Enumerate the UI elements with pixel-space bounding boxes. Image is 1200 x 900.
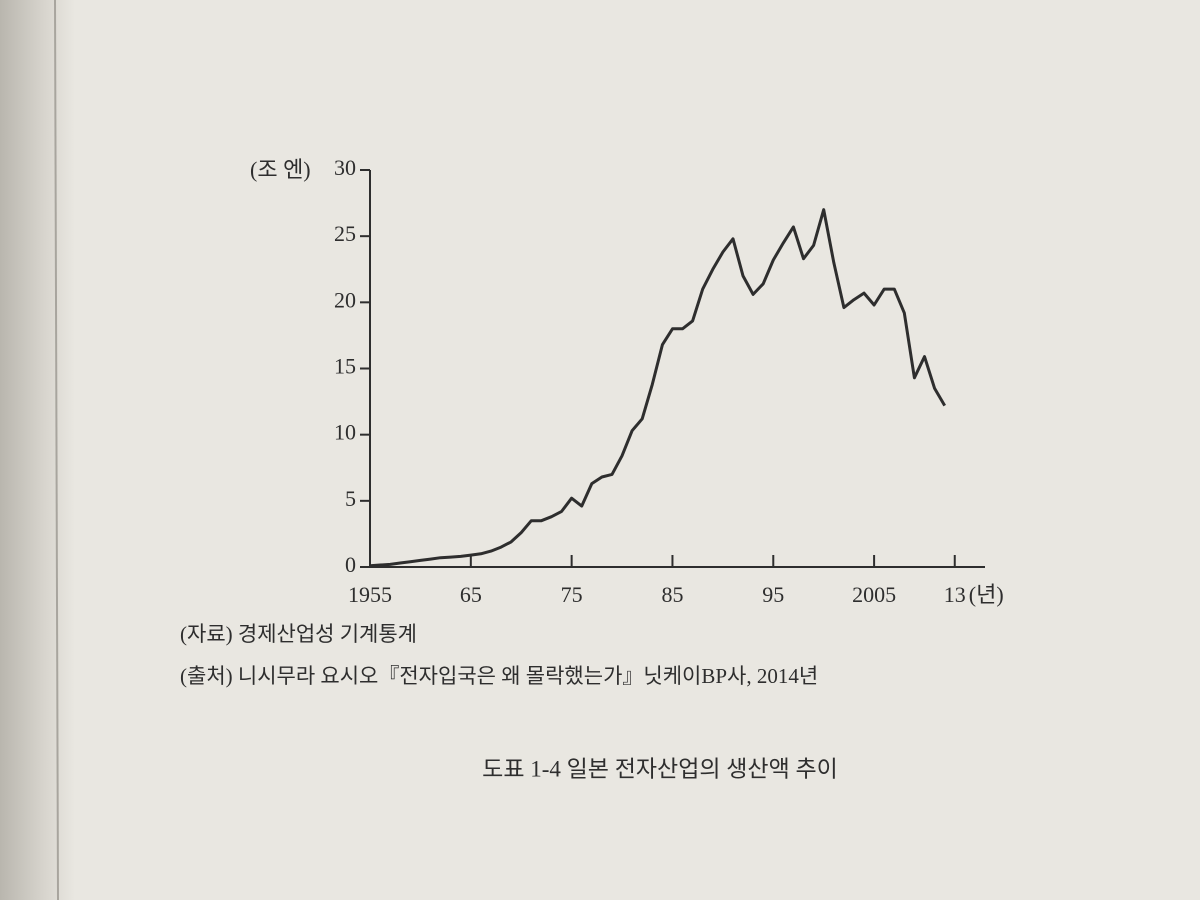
- x-tick-label: 65: [460, 582, 482, 607]
- data-line: [369, 208, 946, 568]
- x-tick-label: 85: [661, 582, 683, 607]
- y-tick-label: 30: [334, 155, 356, 180]
- book-spine: [0, 0, 75, 900]
- y-tick-label: 0: [345, 552, 356, 577]
- y-tick-label: 25: [334, 221, 356, 246]
- citation-note: (출처) 니시무라 요시오『전자입국은 왜 몰락했는가』닛케이BP사, 2014…: [180, 664, 818, 688]
- y-tick-label: 10: [334, 420, 356, 445]
- y-tick-label: 5: [345, 486, 356, 511]
- source-note: (자료) 경제산업성 기계통계: [180, 622, 417, 646]
- y-tick-label: 20: [334, 287, 356, 312]
- figure-caption: 도표 1-4 일본 전자산업의 생산액 추이: [482, 756, 838, 781]
- x-tick-label: 2005: [852, 582, 896, 607]
- y-axis-label: (조 엔): [250, 157, 311, 182]
- x-tick-label: 1955: [348, 582, 392, 607]
- x-tick-label: 95: [762, 582, 784, 607]
- x-tick-label: 13: [944, 582, 966, 607]
- x-axis-label: (년): [969, 582, 1004, 607]
- x-tick-label: 75: [561, 582, 583, 607]
- y-tick-label: 15: [334, 354, 356, 379]
- page-edge: [54, 0, 59, 900]
